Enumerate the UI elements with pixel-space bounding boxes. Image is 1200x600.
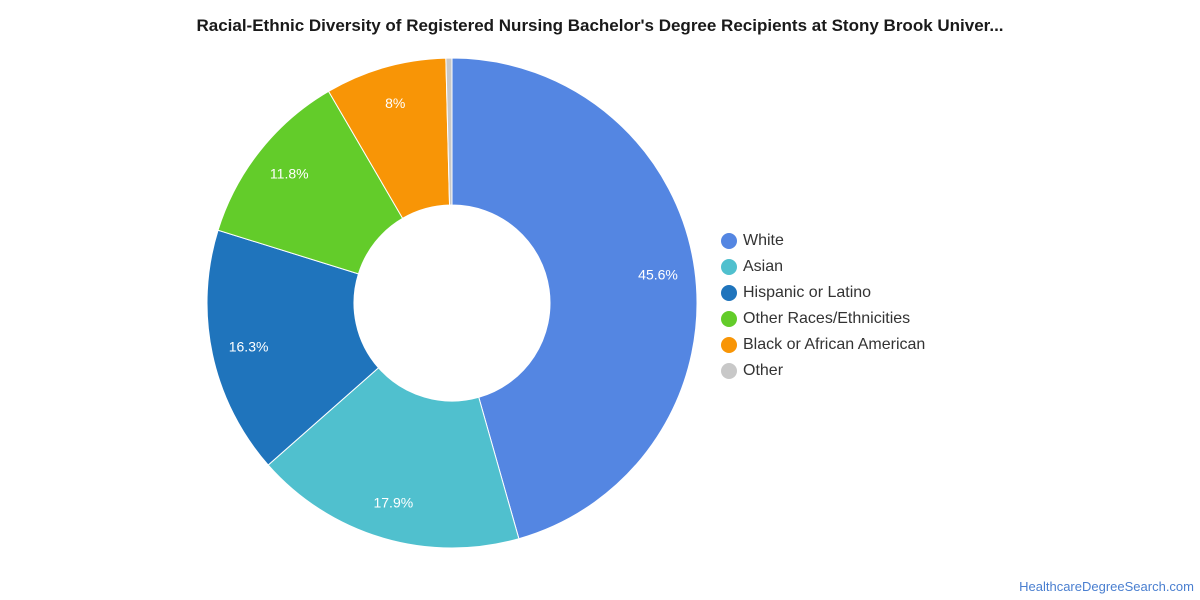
- slice-value-label: 45.6%: [638, 266, 678, 282]
- legend-item[interactable]: Hispanic or Latino: [721, 280, 925, 306]
- legend-item[interactable]: White: [721, 228, 925, 254]
- slice-value-label: 16.3%: [229, 338, 269, 354]
- legend-label: Other Races/Ethnicities: [743, 310, 911, 327]
- legend-item[interactable]: Other Races/Ethnicities: [721, 306, 925, 332]
- chart-title: Racial-Ethnic Diversity of Registered Nu…: [196, 16, 1004, 35]
- legend-label: Other: [743, 362, 784, 379]
- legend-item[interactable]: Asian: [721, 254, 925, 280]
- slice-value-label: 8%: [385, 95, 405, 111]
- legend-swatch-icon: [721, 337, 737, 353]
- slice-white[interactable]: [451, 57, 698, 540]
- legend-item[interactable]: Other: [721, 358, 925, 384]
- legend-swatch-icon: [721, 233, 737, 249]
- chart-legend: White Asian Hispanic or Latino Other Races/…: [721, 228, 925, 384]
- legend-label: Black or African American: [743, 336, 926, 353]
- slice-asian[interactable]: [267, 367, 520, 549]
- legend-label: Asian: [743, 258, 784, 275]
- slice-value-label: 11.8%: [270, 165, 309, 181]
- watermark-link[interactable]: HealthcareDegreeSearch.com: [1019, 579, 1194, 594]
- legend-swatch-icon: [721, 259, 737, 275]
- legend-swatch-icon: [721, 285, 737, 301]
- slice-other-races-ethnicities[interactable]: [217, 90, 404, 275]
- slice-value-label: 17.9%: [373, 495, 413, 511]
- slice-other[interactable]: [445, 57, 453, 206]
- slice-hispanic-or-latino[interactable]: [206, 229, 380, 466]
- legend-label: Hispanic or Latino: [743, 284, 872, 301]
- legend-swatch-icon: [721, 311, 737, 327]
- legend-item[interactable]: Black or African American: [721, 332, 925, 358]
- legend-swatch-icon: [721, 363, 737, 379]
- legend-label: White: [743, 232, 784, 249]
